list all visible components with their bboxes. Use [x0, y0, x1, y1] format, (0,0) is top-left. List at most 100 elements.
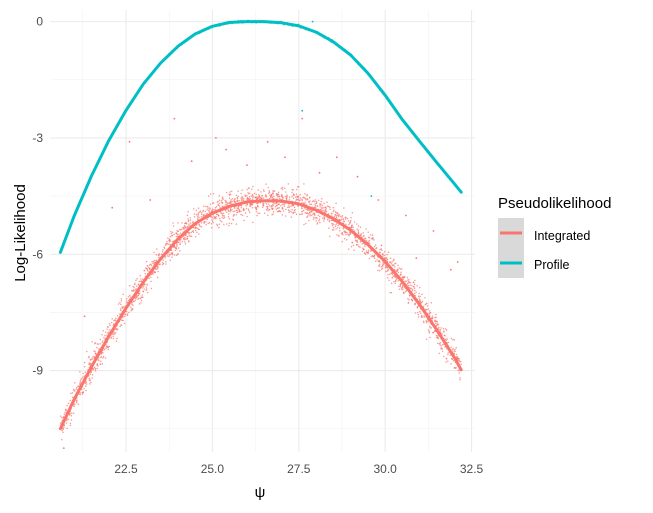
- scatter-point: [148, 277, 150, 280]
- axis-labels: 22.5 25.0 27.5 30.0 32.5 0 -3 -6 -9: [32, 15, 483, 476]
- scatter-point: [134, 289, 137, 291]
- scatter-point: [230, 222, 233, 225]
- scatter-point: [169, 235, 172, 238]
- scatter-point: [337, 224, 339, 227]
- scatter-point: [333, 209, 335, 212]
- scatter-point: [61, 438, 63, 441]
- scatter-point: [73, 389, 76, 392]
- scatter-point: [337, 218, 339, 221]
- y-axis-title: Log-Likelihood: [12, 184, 29, 282]
- scatter-point: [447, 352, 449, 354]
- scatter-point: [419, 299, 421, 301]
- scatter-point: [175, 235, 178, 238]
- scatter-point: [357, 244, 359, 246]
- scatter-point: [389, 261, 391, 263]
- scatter-point: [218, 205, 221, 207]
- scatter-point: [425, 309, 427, 311]
- scatter-point: [437, 342, 439, 345]
- scatter-point: [85, 381, 87, 383]
- scatter-point: [394, 265, 396, 268]
- scatter-point: [422, 316, 424, 318]
- scatter-point: [447, 353, 449, 356]
- scatter-point: [251, 188, 253, 190]
- scatter-point: [114, 332, 117, 334]
- scatter-point: [391, 260, 394, 263]
- scatter-point: [247, 192, 249, 194]
- scatter-point: [358, 245, 360, 248]
- scatter-point: [310, 203, 313, 205]
- scatter-point: [400, 273, 402, 276]
- scatter-point: [393, 264, 395, 266]
- scatter-point: [142, 286, 145, 288]
- scatter-point: [332, 223, 335, 226]
- scatter-point: [248, 209, 250, 212]
- scatter-point: [362, 232, 364, 234]
- scatter-point: [321, 197, 323, 200]
- scatter-point: [205, 220, 207, 223]
- scatter-point: [298, 213, 301, 216]
- scatter-point: [339, 215, 342, 218]
- scatter-point: [133, 289, 135, 292]
- scatter-point-outlier: [111, 206, 114, 209]
- scatter-point: [381, 253, 384, 255]
- scatter-point: [414, 303, 416, 305]
- scatter-point: [115, 317, 117, 320]
- scatter-point: [216, 223, 218, 226]
- scatter-point: [431, 317, 434, 320]
- scatter-point: [336, 227, 339, 229]
- scatter-point: [373, 257, 376, 259]
- scatter-point: [207, 207, 209, 209]
- scatter-point: [140, 278, 142, 280]
- scatter-point: [155, 254, 158, 256]
- scatter-point: [272, 203, 274, 206]
- scatter-point: [119, 301, 121, 304]
- scatter-point: [219, 207, 221, 209]
- scatter-point: [439, 341, 442, 344]
- scatter-point: [156, 268, 158, 270]
- scatter-point: [320, 200, 323, 203]
- scatter-point: [107, 346, 110, 349]
- scatter-point: [234, 210, 236, 212]
- scatter-point: [441, 343, 444, 346]
- scatter-point: [96, 343, 99, 345]
- scatter-point: [348, 233, 350, 236]
- scatter-point: [445, 329, 448, 331]
- scatter-point: [184, 241, 186, 243]
- scatter-point: [412, 286, 415, 288]
- scatter-point: [89, 362, 92, 365]
- scatter-point: [395, 269, 397, 272]
- scatter-point: [137, 283, 140, 286]
- scatter-point: [389, 273, 391, 276]
- scatter-point: [374, 244, 377, 246]
- scatter-point: [143, 288, 145, 290]
- y-tick-label: -9: [32, 364, 43, 378]
- scatter-point: [283, 205, 286, 208]
- scatter-point: [221, 216, 223, 219]
- scatter-point: [99, 343, 101, 345]
- scatter-point: [154, 271, 156, 274]
- scatter-point: [209, 207, 211, 209]
- scatter-point: [318, 218, 321, 221]
- scatter-point: [238, 199, 240, 202]
- scatter-point: [352, 226, 354, 228]
- scatter-point: [188, 231, 191, 234]
- scatter-point: [271, 214, 273, 216]
- scatter-point-outlier: [301, 109, 304, 112]
- scatter-point: [150, 280, 152, 283]
- scatter-point: [152, 262, 154, 264]
- scatter-point: [248, 198, 250, 200]
- scatter-point: [228, 193, 231, 195]
- scatter-point: [103, 336, 105, 339]
- scatter-point: [396, 268, 399, 271]
- scatter-point: [134, 283, 136, 286]
- scatter-point: [271, 196, 274, 199]
- scatter-point: [187, 220, 190, 223]
- scatter-point: [363, 235, 365, 237]
- scatter-point: [292, 212, 294, 214]
- scatter-point-outlier: [318, 171, 321, 174]
- scatter-point: [136, 277, 138, 280]
- scatter-point: [83, 375, 85, 377]
- scatter-point: [157, 270, 159, 273]
- scatter-point: [122, 316, 124, 319]
- scatter-point: [400, 283, 402, 285]
